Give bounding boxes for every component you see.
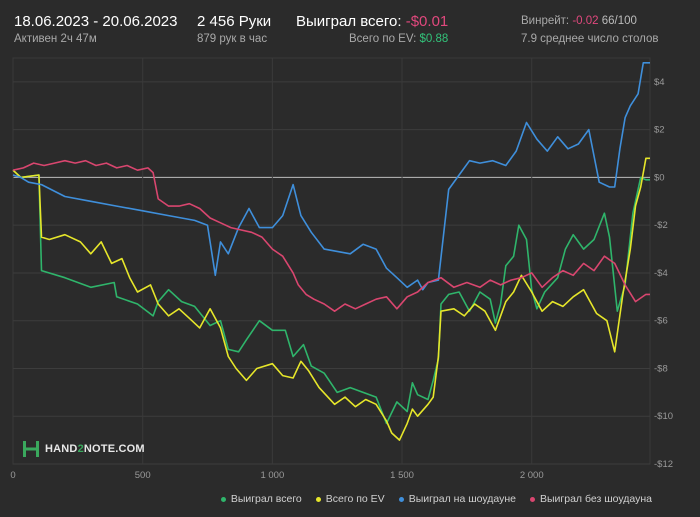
y-tick-label: -$6 [654,316,668,327]
series-line-non-showdown [12,159,650,312]
legend-dot-icon [220,496,226,502]
x-tick-label: 500 [135,470,151,481]
avg-tables: 7.9 среднее число столов [521,33,659,45]
chart-series [12,62,650,441]
ev-label: Всего по EV: [349,33,417,45]
legend-label: Выиграл без шоудауна [540,493,652,505]
y-tick-label: -$2 [654,220,668,231]
legend-label: Всего по EV [325,493,385,505]
chart-grid [12,57,651,465]
legend-dot-icon [398,496,404,502]
x-tick-label: 2 000 [520,470,544,481]
legend-label: Выиграл на шоудауне [408,493,516,505]
x-tick-label: 1 000 [260,470,284,481]
legend-label: Выиграл всего [230,493,302,505]
y-tick-label: $0 [654,172,665,183]
y-tick-labels: $4 $2 $0 -$2 -$4 -$6 -$8 -$10 -$12 [654,77,673,470]
y-tick-label: -$12 [654,459,673,470]
series-line-won-total [12,169,650,425]
chart-legend: Выиграл всего Всего по EV Выиграл на шоу… [220,493,652,505]
winrate-unit: 66/100 [601,15,637,27]
hands-per-hour: 879 рук в час [197,33,268,45]
winrate-label: Винрейт: [521,15,570,27]
logo-text-1: HAND [45,443,78,455]
winrate-value: -0.02 [572,15,599,27]
y-tick-label: $2 [654,125,665,136]
y-tick-label: -$8 [654,363,668,374]
active-time: Активен 2ч 47м [14,33,97,45]
won-total-label: Выиграл всего: [296,13,402,30]
legend-item-non-showdown[interactable]: Выиграл без шоудауна [530,493,652,505]
y-tick-label: $4 [654,77,665,88]
winrate: Винрейт: -0.02 66/100 [521,15,637,27]
y-tick-label: -$10 [654,411,673,422]
hands-count: 2 456 Руки [197,13,272,30]
y-tick-label: -$4 [654,268,668,279]
x-tick-label: 1 500 [390,470,414,481]
legend-item-showdown[interactable]: Выиграл на шоудауне [398,493,516,505]
x-tick-label: 0 [10,470,15,481]
won-total: Выиграл всего: -$0.01 [296,13,448,30]
ev-total: Всего по EV: $0.88 [349,33,448,45]
date-range: 18.06.2023 - 20.06.2023 [14,13,178,30]
logo-icon [23,441,39,457]
logo-text-3: NOTE.COM [83,443,145,455]
logo-text-2: 2 [77,443,84,455]
legend-dot-icon [315,496,321,502]
legend-item-ev[interactable]: Всего по EV [315,493,385,505]
series-line-ev [12,157,650,441]
plot-area [12,57,651,465]
legend-dot-icon [530,496,535,502]
ev-value: $0.88 [419,33,449,45]
series-line-showdown [12,62,650,291]
x-tick-labels: 0 500 1 000 1 500 2 000 [10,470,543,481]
legend-item-won-total[interactable]: Выиграл всего [220,493,302,505]
won-total-value: -$0.01 [405,13,449,30]
logo: HAND2NOTE.COM [22,440,145,458]
